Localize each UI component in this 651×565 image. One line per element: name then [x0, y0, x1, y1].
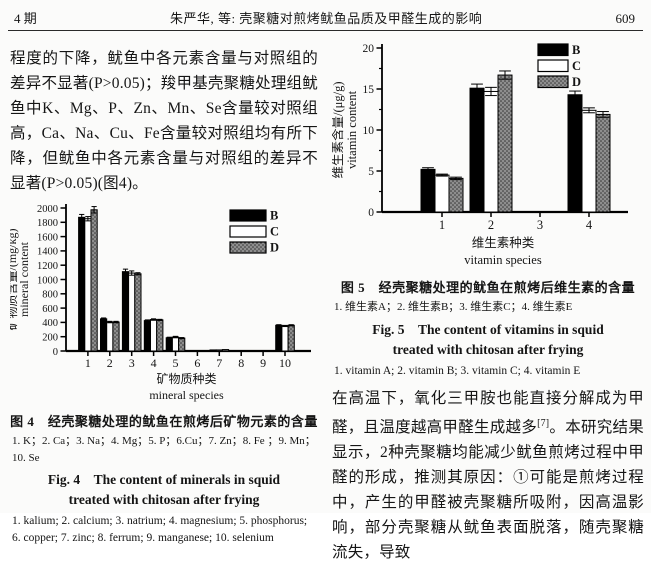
svg-text:3: 3 [129, 356, 135, 370]
fig4-caption-title-en: Fig. 4 The content of minerals in squid … [10, 470, 318, 510]
fig5-caption-title-cn: 图 5 经壳聚糖处理的鱿鱼在煎烤后维生素的含量 [332, 277, 644, 296]
svg-text:600: 600 [42, 304, 58, 315]
svg-text:0: 0 [53, 347, 58, 358]
svg-text:1: 1 [439, 218, 445, 232]
svg-text:10: 10 [363, 125, 375, 137]
svg-text:维生素种类: 维生素种类 [472, 236, 535, 250]
svg-text:6: 6 [194, 356, 200, 370]
svg-text:15: 15 [363, 84, 375, 96]
svg-text:vitamin species: vitamin species [464, 253, 542, 267]
paragraph-part2: 。本研究结果显示，2种壳聚糖均能减少鱿鱼煎烤过程中甲醛的形成，推测其原因：①可能… [332, 419, 644, 561]
fig4-minerals-bar-chart: 0 200 400 600 800 1000 1200 1400 1600 1800 2000 1 2 3… [10, 200, 318, 406]
svg-text:4: 4 [586, 218, 593, 232]
svg-text:0: 0 [368, 207, 374, 219]
svg-text:7: 7 [216, 356, 222, 370]
svg-text:D: D [572, 75, 581, 89]
fig5-caption-note-cn: 1. 维生素A；2. 维生素B；3. 维生素C；4. 维生素E [332, 299, 644, 316]
fig5-vitamins-bar-chart: 0 5 10 15 20 1 2 3 4 维生素种类 vitamin species 维生素含量/(μ… [332, 40, 647, 272]
svg-text:5: 5 [368, 166, 374, 178]
svg-text:C: C [270, 225, 279, 239]
svg-text:B: B [270, 209, 278, 223]
svg-text:5: 5 [173, 356, 179, 370]
fig4-caption-note-cn: 1. K；2. Ca；3. Na；4. Mg；5. P；6.Cu；7. Zn；8… [10, 433, 318, 466]
header-issue: 4 期 [14, 8, 37, 27]
svg-text:vitamin content: vitamin content [345, 90, 359, 169]
svg-text:D: D [270, 241, 279, 255]
svg-text:800: 800 [42, 290, 58, 301]
svg-text:4: 4 [151, 356, 157, 370]
page-header: 4 期 朱严华, 等: 壳聚糖对煎烤鱿鱼品质及甲醛生成的影响 609 [0, 0, 651, 27]
svg-text:B: B [572, 43, 580, 57]
svg-text:mineral species: mineral species [149, 388, 224, 402]
fig4-caption-title-cn: 图 4 经壳聚糖处理的鱿鱼在煎烤后矿物元素的含量 [10, 411, 318, 430]
figure-5: 0 5 10 15 20 1 2 3 4 维生素种类 vitamin species 维生素含量/(μ… [332, 40, 644, 380]
paragraph-mineral-discussion: 程度的下降，鱿鱼中各元素含量与对照组的差异不显著(P>0.05)；羧甲基壳聚糖处… [10, 46, 318, 196]
paragraph-formaldehyde-discussion: 在高温下，氧化三甲胺也能直接分解成为甲醛，且温度越高甲醛生成越多[7]。本研究结… [332, 386, 644, 565]
svg-text:400: 400 [42, 318, 58, 329]
svg-text:10: 10 [279, 356, 291, 370]
svg-text:20: 20 [363, 43, 375, 55]
svg-text:2000: 2000 [37, 204, 58, 215]
svg-text:矿物质种类: 矿物质种类 [156, 372, 216, 386]
svg-text:9: 9 [260, 356, 266, 370]
citation-ref-7: [7] [537, 418, 549, 429]
svg-text:1800: 1800 [37, 218, 58, 229]
fig5-caption-note-en: 1. vitamin A; 2. vitamin B; 3. vitamin C… [332, 363, 644, 380]
two-column-layout: 程度的下降，鱿鱼中各元素含量与对照组的差异不显著(P>0.05)；羧甲基壳聚糖处… [0, 31, 651, 565]
svg-text:1200: 1200 [37, 261, 58, 272]
svg-text:1000: 1000 [37, 275, 58, 286]
svg-text:C: C [572, 59, 581, 73]
svg-text:mineral content: mineral content [17, 241, 31, 317]
fig5-caption-title-en: Fig. 5 The content of vitamins in squid … [332, 320, 644, 360]
svg-text:8: 8 [238, 356, 244, 370]
left-column: 程度的下降，鱿鱼中各元素含量与对照组的差异不显著(P>0.05)；羧甲基壳聚糖处… [10, 40, 318, 565]
header-page-number: 609 [616, 11, 636, 27]
header-running-title: 朱严华, 等: 壳聚糖对煎烤鱿鱼品质及甲醛生成的影响 [37, 8, 616, 27]
right-column: 0 5 10 15 20 1 2 3 4 维生素种类 vitamin species 维生素含量/(μ… [332, 40, 644, 565]
figure-4: 0 200 400 600 800 1000 1200 1400 1600 1800 2000 1 2 3… [10, 200, 318, 547]
journal-page: 4 期 朱严华, 等: 壳聚糖对煎烤鱿鱼品质及甲醛生成的影响 609 程度的下降… [0, 0, 651, 513]
svg-text:2: 2 [488, 218, 494, 232]
svg-text:200: 200 [42, 333, 58, 344]
svg-text:1: 1 [85, 356, 91, 370]
svg-text:2: 2 [107, 356, 113, 370]
svg-text:1400: 1400 [37, 247, 58, 258]
svg-text:1600: 1600 [37, 232, 58, 243]
fig4-caption-note-en: 1. kalium; 2. calcium; 3. natrium; 4. ma… [10, 513, 318, 547]
svg-text:维生素含量/(μg/g): 维生素含量/(μg/g) [332, 82, 345, 179]
svg-text:3: 3 [537, 218, 543, 232]
